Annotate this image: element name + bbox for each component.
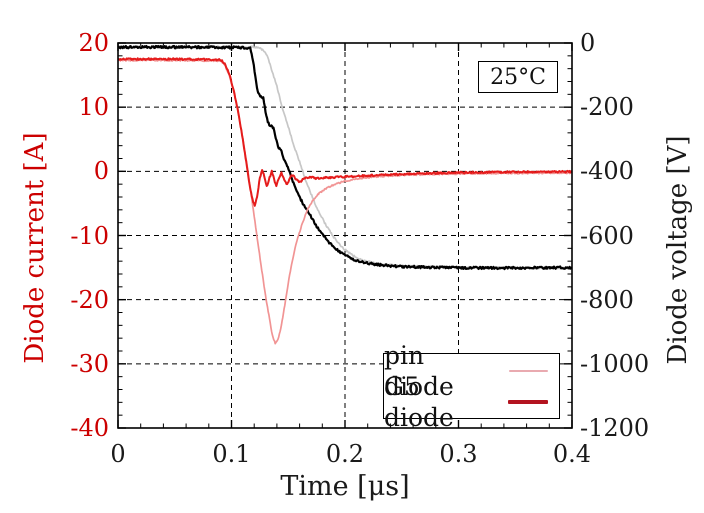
y-right-axis-title: Diode voltage [V] (663, 135, 693, 365)
legend-line-sample (509, 369, 548, 372)
x-tick-label: 0 (110, 440, 126, 468)
y-left-tick-label: -20 (70, 285, 109, 314)
series-pin-diode-current (118, 58, 572, 345)
legend-line-sample (507, 399, 548, 404)
y-right-tick-label: -1200 (580, 414, 650, 442)
x-tick-label: 0.2 (325, 440, 365, 468)
x-tick-label: 0.3 (439, 440, 478, 468)
y-left-tick-label: 10 (78, 93, 109, 122)
series-G5-diode-current (118, 57, 572, 207)
x-tick-label: 0.1 (212, 440, 251, 468)
annotation-text: 25°C (490, 64, 546, 90)
plot-border (117, 42, 573, 429)
y-left-tick-label: 20 (78, 29, 109, 57)
x-axis-title: Time [μs] (280, 471, 410, 502)
legend-item-0: pin diode (384, 341, 559, 401)
y-left-tick-label: -10 (70, 221, 109, 250)
series-G5-diode-voltage (118, 44, 572, 271)
annotation-box: 25°C (478, 61, 558, 93)
y-left-tick-label: -40 (70, 414, 109, 442)
y-left-axis-title: Diode current [A] (20, 132, 50, 364)
legend: pin diode G5 diode (383, 341, 560, 432)
y-right-tick-label: -1000 (580, 349, 650, 378)
y-right-tick-label: -200 (580, 93, 634, 122)
y-left-tick-label: 0 (93, 157, 109, 186)
y-right-tick-label: -600 (580, 221, 634, 250)
x-tick-label: 0.4 (552, 440, 592, 468)
legend-item-1: G5 diode (384, 372, 559, 432)
legend-label: pin diode (384, 340, 454, 401)
legend-label: G5 diode (384, 371, 454, 432)
y-left-tick-label: -30 (70, 349, 109, 378)
y-right-tick-label: -400 (580, 157, 634, 186)
y-right-tick-label: 0 (580, 29, 596, 57)
y-right-tick-label: -800 (580, 285, 634, 314)
